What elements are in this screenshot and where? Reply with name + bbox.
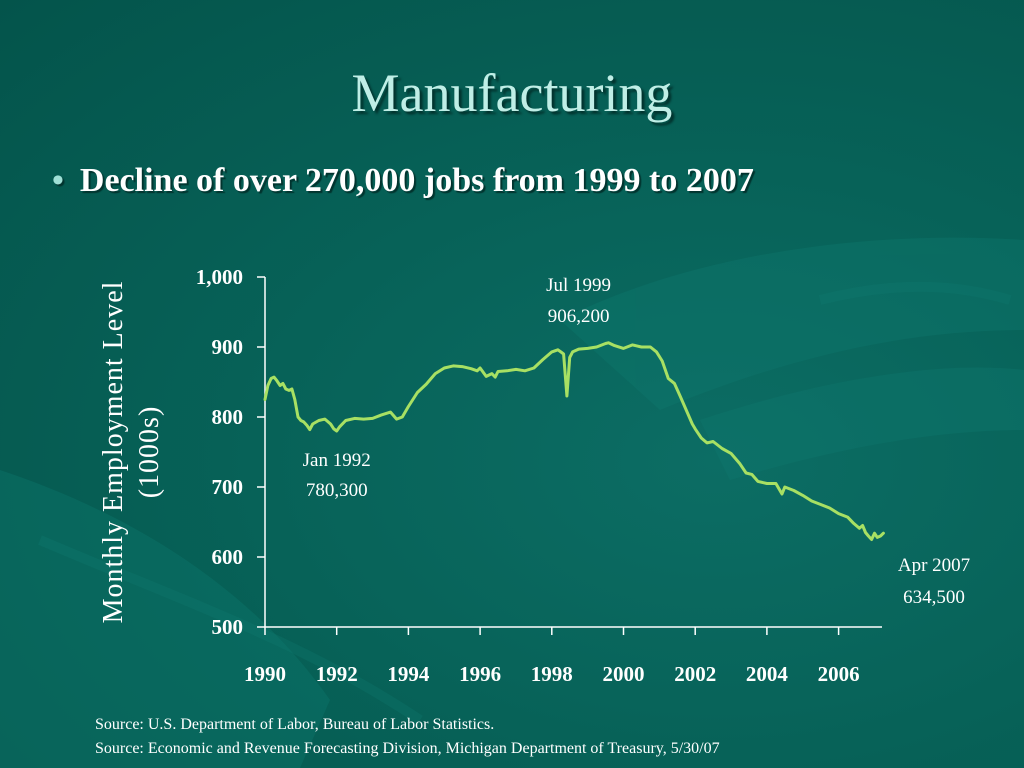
slide-title: Manufacturing xyxy=(351,63,673,123)
y-tick-label: 500 xyxy=(212,615,244,639)
y-tick-label: 800 xyxy=(212,405,244,429)
x-tick-label: 1998 xyxy=(531,662,573,686)
x-tick-label: 1996 xyxy=(459,662,501,686)
y-tick-label: 1,000 xyxy=(196,265,243,289)
x-tick-label: 2002 xyxy=(674,662,716,686)
y-tick-label: 600 xyxy=(212,545,244,569)
chart-series xyxy=(263,341,885,541)
bullet-dot-icon: • xyxy=(52,162,64,199)
x-tick-label: 2004 xyxy=(746,662,789,686)
chart-annotations: Jan 1992 780,300 Jul 1999 906,200 Apr 2007 63… xyxy=(303,275,970,608)
bullet-text: Decline of over 270,000 jobs from 1999 t… xyxy=(79,162,754,199)
source-line-2: Source: Economic and Revenue Forecasting… xyxy=(95,740,720,757)
y-tick-label: 700 xyxy=(212,475,244,499)
y-tick-label: 900 xyxy=(212,335,244,359)
x-tick-label: 1990 xyxy=(244,662,286,686)
x-tick-label: 2006 xyxy=(818,662,860,686)
bullet-item: • Decline of over 270,000 jobs from 1999 … xyxy=(52,162,754,200)
employment-series-line xyxy=(263,341,885,541)
x-tick-label: 2000 xyxy=(603,662,645,686)
annotation-value: 780,300 xyxy=(306,480,368,501)
source-notes: Source: U.S. Department of Labor, Bureau… xyxy=(95,713,720,761)
annotation-date: Jul 1999 xyxy=(546,275,611,296)
annotation-value: 906,200 xyxy=(548,306,610,327)
annotation-date: Jan 1992 xyxy=(303,450,371,471)
annotation-value: 634,500 xyxy=(903,587,965,608)
source-line-1: Source: U.S. Department of Labor, Bureau… xyxy=(95,716,495,733)
x-tick-label: 1994 xyxy=(387,662,430,686)
x-tick-label: 1992 xyxy=(316,662,358,686)
annotation-date: Apr 2007 xyxy=(898,555,970,576)
